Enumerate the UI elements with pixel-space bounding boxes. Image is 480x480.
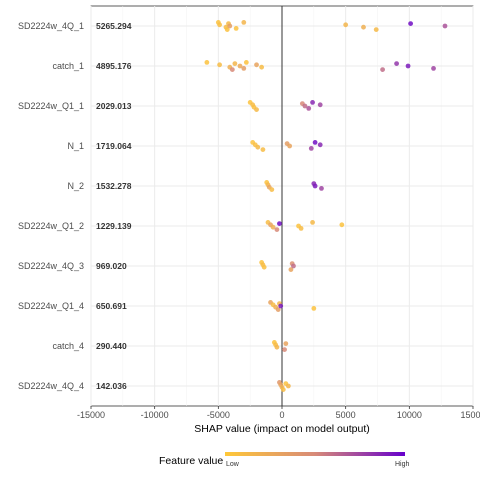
feature-mean-abs: 5265.294 — [96, 21, 132, 31]
x-axis-label: SHAP value (impact on model output) — [194, 423, 369, 435]
feature-label: SD2224w_Q1_2 — [18, 221, 84, 231]
feature-label: SD2224w_Q1_1 — [18, 101, 84, 111]
data-points — [204, 20, 448, 392]
shap-point — [241, 66, 247, 71]
shap-point — [291, 263, 296, 269]
feature-mean-abs: 1532.278 — [96, 181, 132, 191]
shap-point — [241, 20, 247, 25]
shap-point — [254, 62, 259, 68]
shap-point — [408, 21, 414, 26]
feature-mean-abs: 1229.139 — [96, 221, 132, 231]
shap-point — [243, 60, 249, 65]
shap-point — [269, 187, 275, 193]
shap-point — [343, 22, 349, 28]
shap-point — [233, 26, 239, 31]
feature-mean-abs: 969.020 — [96, 261, 127, 271]
feature-label: catch_4 — [52, 341, 84, 351]
shap-point — [298, 226, 304, 231]
feature-mean-abs: 2029.013 — [96, 101, 132, 111]
feature-mean-abs: 142.036 — [96, 381, 127, 391]
shap-point — [278, 303, 284, 309]
shap-point — [311, 306, 317, 311]
shap-point — [310, 100, 315, 105]
shap-point — [259, 64, 265, 70]
x-tick-label: 15000 — [460, 410, 480, 420]
shap-point — [287, 143, 293, 149]
x-tick-label: 5000 — [336, 410, 356, 420]
shap-point — [260, 147, 266, 153]
shap-point — [283, 341, 289, 346]
shap-point — [312, 183, 318, 189]
shap-point — [394, 61, 399, 66]
shap-point — [261, 264, 267, 270]
feature-label: N_2 — [67, 181, 84, 191]
legend-low-label: Low — [226, 461, 240, 468]
shap-point — [280, 387, 286, 392]
shap-point — [204, 60, 210, 65]
shap-point — [319, 186, 324, 191]
shap-point — [317, 142, 323, 148]
feature-label: SD2224w_Q1_4 — [18, 301, 84, 311]
shap-point — [339, 222, 345, 228]
shap-point — [282, 347, 287, 352]
shap-point — [255, 144, 261, 150]
shap-point — [217, 62, 223, 68]
shap-point — [217, 22, 223, 28]
legend: Feature value Low High — [159, 452, 410, 468]
shap-point — [274, 344, 280, 350]
x-axis: -15000 -10000 -5000 0 5000 10000 15000 — [77, 406, 480, 420]
shap-point — [254, 107, 259, 112]
shap-point — [232, 61, 238, 66]
shap-point — [442, 23, 448, 29]
x-tick-label: 10000 — [397, 410, 422, 420]
feature-rows: SD2224w_4Q_1 5265.294 catch_1 4895.176 SD222… — [18, 21, 132, 391]
shap-point — [270, 224, 276, 230]
shap-point — [274, 227, 280, 233]
x-tick-label: -15000 — [77, 410, 105, 420]
feature-label: catch_1 — [52, 61, 84, 71]
feature-label: N_1 — [67, 141, 84, 151]
shap-point — [285, 383, 291, 389]
shap-point — [317, 102, 323, 108]
shap-point — [229, 67, 235, 72]
feature-label: SD2224w_4Q_4 — [18, 381, 84, 391]
shap-point — [380, 67, 385, 72]
shap-point — [312, 140, 318, 145]
shap-point — [277, 221, 282, 227]
feature-mean-abs: 1719.064 — [96, 141, 132, 151]
shap-point — [288, 267, 294, 272]
feature-label: SD2224w_4Q_3 — [18, 261, 84, 271]
shap-point — [275, 307, 281, 312]
shap-point — [306, 106, 312, 111]
legend-title: Feature value — [159, 455, 223, 467]
shap-point — [227, 23, 233, 29]
shap-point — [373, 27, 379, 32]
feature-label: SD2224w_4Q_1 — [18, 21, 84, 31]
shap-point — [431, 66, 436, 71]
shap-point — [310, 220, 315, 225]
legend-high-label: High — [395, 461, 410, 468]
shap-point — [405, 63, 411, 69]
shap-point — [308, 146, 314, 151]
legend-colorbar — [225, 452, 405, 456]
feature-mean-abs: 650.691 — [96, 301, 127, 311]
shap-point — [302, 103, 308, 109]
shap-point — [224, 27, 230, 32]
x-tick-label: -10000 — [141, 410, 169, 420]
x-tick-label: 0 — [279, 410, 284, 420]
shap-point — [237, 63, 243, 69]
feature-mean-abs: 4895.176 — [96, 61, 132, 71]
x-tick-label: -5000 — [207, 410, 230, 420]
shap-point — [361, 24, 366, 30]
feature-mean-abs: 290.440 — [96, 341, 127, 351]
